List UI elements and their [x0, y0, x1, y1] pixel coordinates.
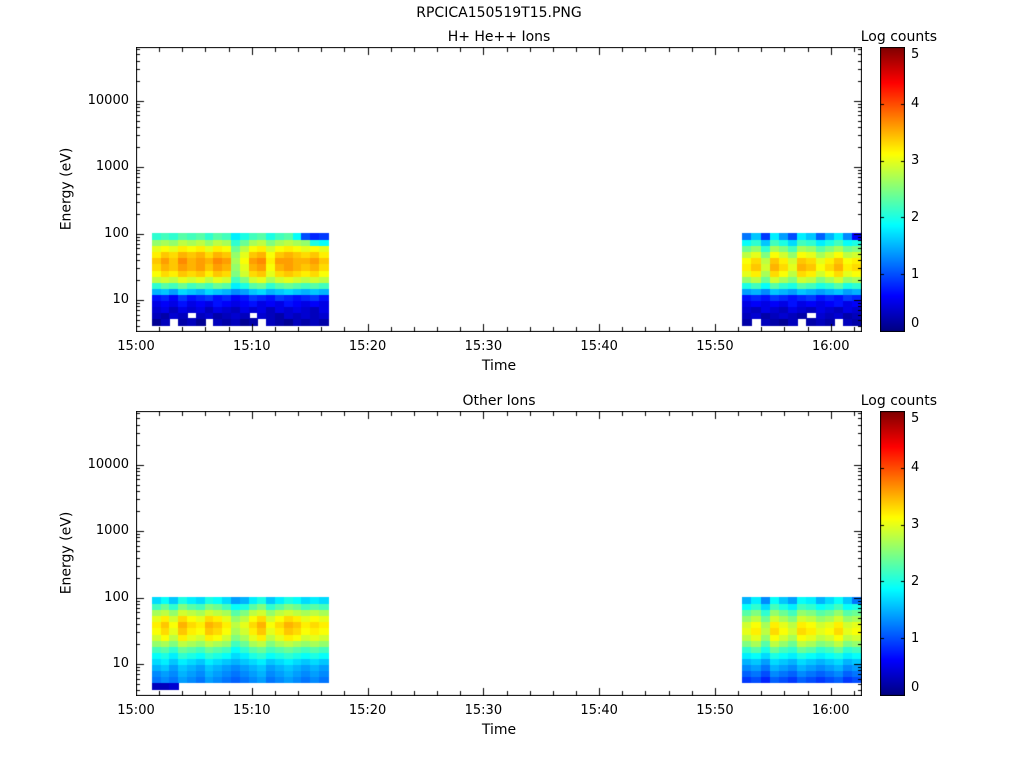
x-tick-label: 15:20: [348, 703, 387, 718]
colorbar-tick-label: 5: [911, 47, 920, 62]
colorbar-title: Log counts: [860, 393, 937, 409]
x-tick-label: 15:00: [117, 703, 155, 718]
x-axis-label: Time: [481, 358, 517, 374]
y-tick-label: 100: [104, 225, 129, 241]
colorbar-tick-label: 1: [911, 267, 920, 282]
x-tick-label: 16:00: [812, 703, 850, 718]
y-tick-label: 1000: [95, 159, 129, 175]
x-tick-label: 15:40: [580, 703, 618, 718]
y-axis-label: Energy (eV): [58, 511, 75, 595]
panel-title: H+ He++ Ions: [447, 29, 551, 45]
x-tick-label: 15:10: [233, 703, 271, 718]
colorbar-title: Log counts: [860, 29, 937, 45]
colorbar-tick-label: 3: [911, 153, 920, 168]
x-tick-label: 15:20: [348, 339, 387, 354]
x-tick-label: 15:50: [696, 703, 734, 718]
spectrogram-h-he-ions: [136, 47, 862, 332]
x-tick-label: 15:40: [580, 339, 618, 354]
spectrogram-other-ions: [136, 411, 862, 696]
y-tick-label: 10000: [87, 456, 129, 472]
colorbar-other-ions: [880, 411, 905, 696]
x-tick-label: 16:00: [812, 339, 850, 354]
colorbar-h-he-ions: [880, 47, 905, 332]
colorbar-tick-label: 5: [911, 411, 920, 426]
x-tick-label: 15:30: [464, 703, 503, 718]
y-tick-label: 100: [104, 589, 129, 605]
x-axis-label: Time: [481, 722, 517, 738]
colorbar-tick-label: 4: [911, 460, 920, 475]
colorbar-tick-label: 1: [911, 631, 920, 646]
colorbar-tick-label: 2: [911, 210, 920, 225]
x-tick-label: 15:00: [117, 339, 155, 354]
colorbar-tick-label: 4: [911, 96, 920, 111]
y-tick-label: 10: [112, 291, 129, 307]
figure-title: RPCICA150519T15.PNG: [416, 5, 582, 21]
colorbar-tick-label: 0: [911, 680, 920, 695]
x-tick-label: 15:50: [696, 339, 734, 354]
y-tick-label: 10000: [87, 92, 129, 108]
y-tick-label: 10: [112, 655, 129, 671]
panel-title: Other Ions: [462, 393, 536, 409]
x-tick-label: 15:10: [233, 339, 271, 354]
colorbar-tick-label: 0: [911, 316, 920, 331]
y-tick-label: 1000: [95, 523, 129, 539]
colorbar-tick-label: 2: [911, 574, 920, 589]
colorbar-tick-label: 3: [911, 517, 920, 532]
y-axis-label: Energy (eV): [58, 147, 75, 231]
x-tick-label: 15:30: [464, 339, 503, 354]
